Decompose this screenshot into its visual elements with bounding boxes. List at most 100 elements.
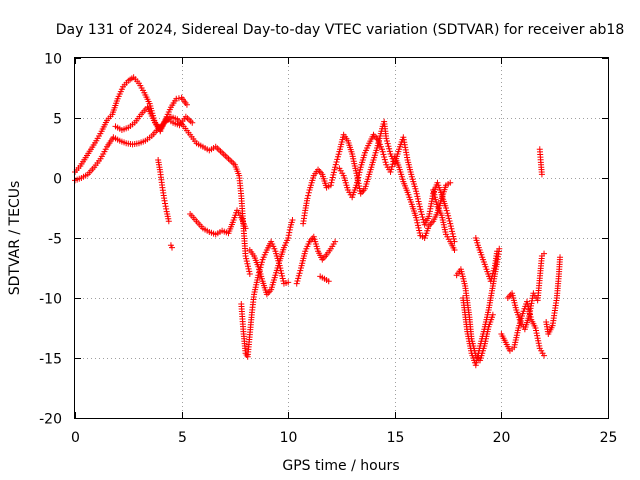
data-point xyxy=(297,267,304,274)
data-point xyxy=(418,211,425,218)
data-point xyxy=(541,250,548,257)
data-point xyxy=(245,265,252,272)
data-point xyxy=(222,152,229,159)
data-point xyxy=(416,230,423,237)
data-point xyxy=(214,145,221,152)
data-point xyxy=(487,278,494,285)
data-point xyxy=(383,138,390,144)
data-point xyxy=(489,311,496,318)
data-point xyxy=(334,156,341,163)
data-point xyxy=(450,236,457,243)
data-point xyxy=(183,101,190,108)
data-point xyxy=(534,332,541,339)
data-point xyxy=(413,214,420,221)
data-point xyxy=(535,340,542,347)
data-point xyxy=(420,216,427,223)
data-point xyxy=(415,198,422,205)
data-point xyxy=(386,148,393,155)
data-point xyxy=(489,270,496,277)
data-point xyxy=(450,233,457,240)
data-point xyxy=(533,330,540,337)
data-point xyxy=(285,279,292,286)
data-point xyxy=(384,140,391,147)
data-point xyxy=(380,151,387,158)
data-point xyxy=(165,218,172,225)
data-point xyxy=(285,232,292,239)
data-point xyxy=(175,95,182,102)
data-point xyxy=(295,272,302,279)
data-point xyxy=(532,325,539,331)
data-point xyxy=(417,206,424,213)
data-point xyxy=(333,159,340,165)
data-point xyxy=(413,188,420,195)
data-point xyxy=(386,145,393,152)
data-point xyxy=(416,201,423,208)
x-tick-label: 5 xyxy=(178,430,187,446)
data-point xyxy=(295,275,302,282)
data-point xyxy=(382,159,389,166)
data-point xyxy=(354,179,361,186)
data-point xyxy=(325,278,332,285)
data-point xyxy=(305,192,312,199)
data-point xyxy=(173,95,180,102)
x-axis-label: GPS time / hours xyxy=(282,458,399,474)
data-point xyxy=(330,171,337,178)
x-tick-label: 15 xyxy=(387,430,405,446)
data-point xyxy=(445,212,452,219)
data-point xyxy=(414,222,421,229)
data-point xyxy=(388,166,395,173)
y-tick-label: -15 xyxy=(39,352,62,368)
data-point xyxy=(278,270,285,277)
data-point xyxy=(357,166,364,173)
data-point xyxy=(535,337,542,344)
data-point xyxy=(356,169,363,176)
data-point xyxy=(329,174,336,181)
data-point xyxy=(163,205,170,212)
data-point xyxy=(217,148,224,155)
data-point xyxy=(223,154,230,161)
data-point xyxy=(356,182,363,189)
data-point xyxy=(331,166,338,173)
data-point xyxy=(381,154,388,160)
data-point xyxy=(189,119,196,126)
data-point xyxy=(335,151,342,158)
data-point xyxy=(186,116,193,123)
data-point xyxy=(286,229,293,236)
data-point xyxy=(541,352,548,359)
data-point xyxy=(242,225,249,232)
data-point xyxy=(379,146,386,153)
data-point xyxy=(415,224,422,231)
data-point xyxy=(444,210,451,217)
x-tick-label: 0 xyxy=(71,430,80,446)
data-point xyxy=(488,275,495,282)
data-point xyxy=(161,197,168,204)
data-point xyxy=(355,174,362,181)
data-point xyxy=(225,155,232,162)
data-point xyxy=(289,217,296,223)
data-point xyxy=(448,225,455,232)
data-point xyxy=(305,189,312,196)
data-point xyxy=(449,230,456,237)
data-point xyxy=(328,179,335,186)
data-point xyxy=(533,327,540,334)
data-point xyxy=(449,228,456,235)
data-point xyxy=(385,143,392,150)
data-point xyxy=(286,226,293,233)
data-point xyxy=(244,260,251,267)
x-tick-labels: 0 5 10 15 20 25 xyxy=(71,430,617,446)
data-point xyxy=(523,298,530,305)
data-point xyxy=(419,214,426,220)
data-point xyxy=(445,215,452,222)
data-point xyxy=(383,135,390,142)
data-point xyxy=(327,182,334,189)
data-point xyxy=(388,163,395,170)
data-point xyxy=(227,157,234,164)
data-point xyxy=(416,203,423,210)
y-tick-labels: -20 -15 -10 -5 0 5 10 xyxy=(39,52,62,428)
data-point xyxy=(246,268,253,275)
data-point xyxy=(285,235,292,241)
x-tick-label: 10 xyxy=(280,430,298,446)
data-point xyxy=(557,254,564,261)
data-point xyxy=(304,195,311,202)
